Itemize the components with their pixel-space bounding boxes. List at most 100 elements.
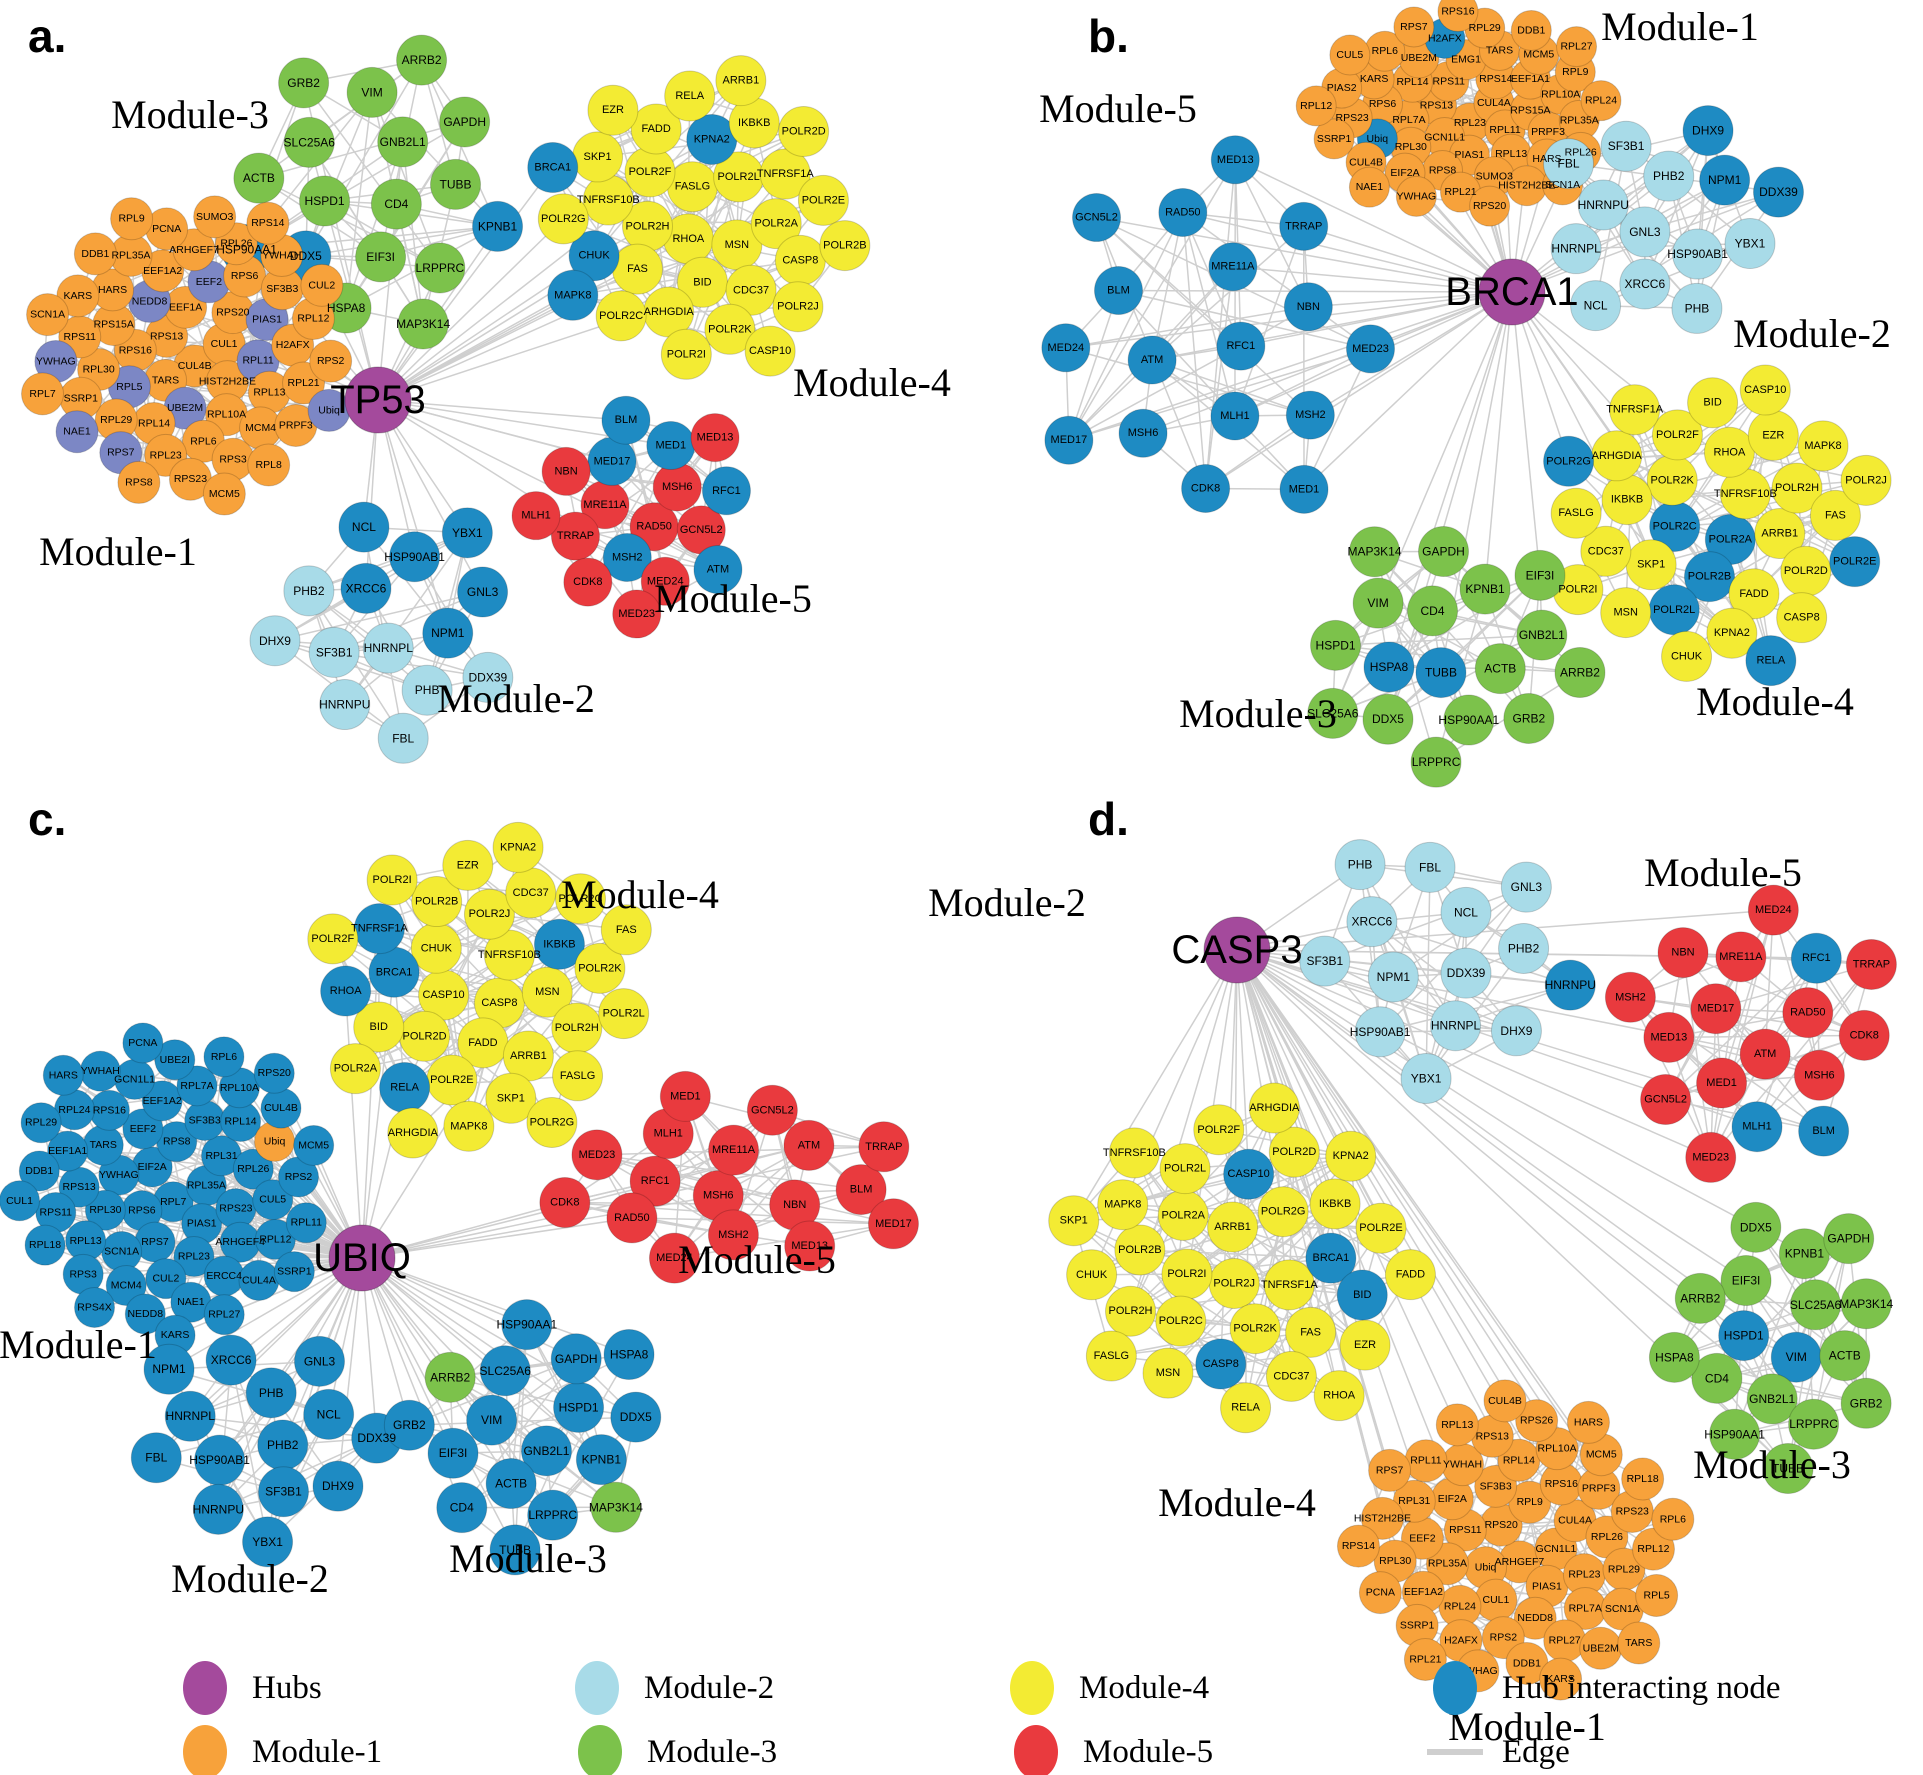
hub-edge bbox=[1236, 949, 1467, 974]
node-POLR2J bbox=[772, 281, 824, 333]
node-CDK8 bbox=[1838, 1009, 1890, 1061]
hub-edge bbox=[1232, 265, 1513, 293]
node-KPNA2 bbox=[492, 821, 544, 873]
node-MLH1 bbox=[1731, 1101, 1783, 1153]
hub-edge bbox=[1511, 291, 1541, 576]
node-DDB1 bbox=[18, 1150, 60, 1192]
hub-edge bbox=[1236, 949, 1745, 1337]
node-SUMO3 bbox=[193, 195, 237, 239]
edge bbox=[303, 82, 441, 269]
edge bbox=[1644, 130, 1709, 285]
node-NCL bbox=[1440, 886, 1492, 938]
node-MSH6 bbox=[652, 462, 702, 512]
node-NBN bbox=[541, 446, 591, 496]
node-RPL12 bbox=[1631, 1527, 1675, 1571]
node-SF3B1 bbox=[1600, 120, 1652, 172]
hub-label: UBIQ bbox=[313, 1236, 411, 1280]
hub-node-TP53 bbox=[344, 366, 412, 434]
node-ERCC4 bbox=[203, 1255, 245, 1297]
edge bbox=[1204, 159, 1237, 489]
node-layer bbox=[0, 0, 1897, 1701]
edge bbox=[1151, 225, 1305, 361]
node-POLR2G bbox=[526, 1096, 578, 1148]
node-DDX5 bbox=[1362, 693, 1414, 745]
edge bbox=[491, 1353, 630, 1421]
edge bbox=[452, 1358, 577, 1454]
node-DHX9 bbox=[1490, 1005, 1542, 1057]
node-POLR2F bbox=[1651, 409, 1703, 461]
edge bbox=[1733, 1253, 1806, 1435]
node-RPS4X bbox=[74, 1286, 116, 1328]
node-CDC37 bbox=[505, 867, 557, 919]
hub-edge bbox=[1309, 291, 1513, 416]
legend-swatch-module2 bbox=[575, 1661, 619, 1715]
edge bbox=[1182, 211, 1371, 350]
edge bbox=[1359, 864, 1381, 1032]
node-TARS bbox=[1617, 1621, 1661, 1665]
hub-node-CASP3 bbox=[1203, 916, 1271, 984]
node-DHX9 bbox=[249, 615, 301, 667]
hub-edge bbox=[344, 990, 363, 1259]
node-POLR2I bbox=[660, 328, 712, 380]
node-RPS16 bbox=[1437, 0, 1479, 33]
node-SCN1A bbox=[101, 1231, 143, 1273]
node-MSH6 bbox=[1793, 1049, 1845, 1101]
node-NBN bbox=[1657, 927, 1709, 979]
node-MCM5 bbox=[202, 472, 246, 516]
node-POLR2I bbox=[1161, 1248, 1213, 1300]
edge bbox=[1359, 864, 1457, 1027]
edge bbox=[1756, 964, 1873, 1128]
node-MAP3K14 bbox=[1840, 1278, 1892, 1330]
module-label: Module-2 bbox=[437, 676, 595, 721]
node-NAE1 bbox=[1348, 166, 1390, 208]
node-EIF3I bbox=[355, 231, 407, 283]
node-KPNB1 bbox=[575, 1434, 627, 1486]
edge bbox=[1682, 952, 1712, 1158]
node-GNL3 bbox=[293, 1335, 345, 1387]
legend-swatch-module3 bbox=[578, 1725, 622, 1775]
node-RELA bbox=[1220, 1382, 1272, 1434]
node-SLC25A6 bbox=[1307, 687, 1359, 739]
node-GAPDH bbox=[1418, 525, 1470, 577]
node-ATM bbox=[693, 545, 743, 595]
edge bbox=[1629, 996, 1758, 1128]
node-CUL1 bbox=[1474, 1578, 1518, 1622]
node-DDB1 bbox=[1510, 9, 1552, 51]
hub-edge bbox=[1236, 949, 1757, 1228]
node-KARS bbox=[1539, 1657, 1583, 1701]
node-RPL12 bbox=[1295, 85, 1337, 127]
edge bbox=[587, 445, 672, 583]
node-XRCC6 bbox=[1346, 896, 1398, 948]
hub-edge bbox=[361, 1217, 633, 1259]
hub-edge bbox=[1236, 949, 1747, 1282]
edge bbox=[1065, 306, 1309, 349]
node-PHB2 bbox=[1643, 150, 1695, 202]
module-label: Module-5 bbox=[1039, 86, 1197, 131]
node-MED23 bbox=[1685, 1131, 1737, 1183]
edge bbox=[1182, 212, 1236, 417]
node-HNRNPL bbox=[1430, 1000, 1482, 1052]
hub-edge bbox=[1511, 179, 1725, 293]
hub-edge bbox=[1234, 159, 1513, 293]
edge bbox=[1068, 345, 1242, 441]
node-MED13 bbox=[690, 413, 740, 463]
node-RPL11 bbox=[1404, 1439, 1448, 1483]
node-POLR2H bbox=[1771, 462, 1823, 514]
node-POLR2L bbox=[598, 988, 650, 1040]
node-MAP3K14 bbox=[1349, 526, 1401, 578]
node-HARS bbox=[1566, 1400, 1610, 1444]
node-FAS bbox=[1285, 1306, 1337, 1358]
edge bbox=[258, 59, 423, 179]
node-HSPD1 bbox=[1718, 1310, 1770, 1362]
node-XRCC6 bbox=[205, 1334, 257, 1386]
node-TNFRSF1A bbox=[759, 148, 811, 200]
edge bbox=[305, 92, 373, 257]
node-POLR2C bbox=[1155, 1295, 1207, 1347]
node-SKP1 bbox=[485, 1072, 537, 1124]
edge bbox=[1720, 909, 1775, 1084]
node-FASLG bbox=[1085, 1330, 1137, 1382]
module-label: Module-2 bbox=[928, 880, 1086, 925]
edge bbox=[258, 177, 441, 269]
hub-edge bbox=[361, 1257, 493, 1421]
hub-edge bbox=[361, 1194, 719, 1259]
